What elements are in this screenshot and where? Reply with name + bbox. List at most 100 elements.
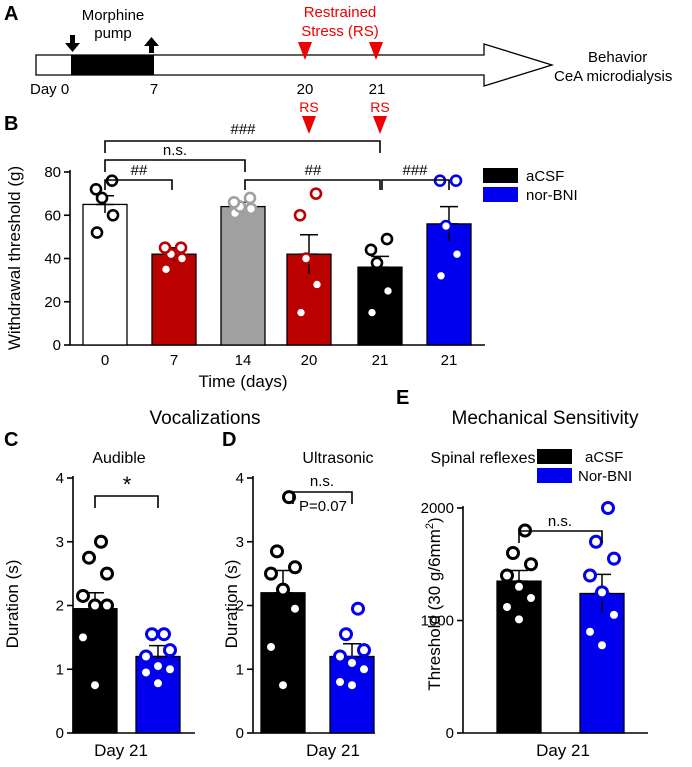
C-data-point — [82, 550, 96, 565]
D-y-tick-label: 2 — [236, 598, 244, 615]
panel-d-x-axis-label: Day 21 — [306, 741, 360, 760]
sig-label-14-21: ## — [305, 162, 322, 179]
panel-d-y-axis-label: Duration (s) — [222, 560, 241, 649]
B-data-point — [439, 219, 453, 233]
B-data-point — [370, 256, 384, 270]
panel-d-chart: D Ultrasonic Duration (s) Day 21 0 1 2 3 4 n.… — [222, 429, 375, 760]
E-data-point — [500, 600, 514, 614]
B-x-tick-label: 7 — [170, 352, 178, 369]
B-y-tick-label: 0 — [53, 337, 61, 354]
panel-e-sig-bracket — [518, 530, 603, 543]
panel-e-legend-acsf-swatch — [537, 449, 572, 464]
panel-b-rs-day20-icon — [302, 116, 316, 134]
panel-d-subtitle: Ultrasonic — [302, 450, 373, 467]
C-data-point — [139, 665, 153, 680]
C-y-tick-label: 0 — [56, 725, 64, 742]
E-data-point — [583, 624, 597, 639]
D-data-point — [357, 662, 371, 677]
panel-e-legend-norbni-swatch — [537, 468, 572, 483]
D-data-point — [276, 678, 290, 693]
D-data-point — [270, 544, 284, 559]
B-x-tick-label: 21 — [372, 352, 389, 369]
B-data-point — [381, 284, 395, 298]
panel-d-sig-label-p: P=0.07 — [299, 498, 347, 515]
sig-bracket-14-21 — [244, 179, 381, 190]
sig-bracket-0-21 — [104, 140, 381, 153]
B-y-tick-label: 80 — [44, 164, 61, 181]
B-data-point — [293, 208, 307, 222]
D-y-tick-label: 3 — [236, 534, 244, 551]
panel-b-chart: B Withdrawal threshold (g) Time (days) R… — [4, 99, 578, 391]
C-y-tick-label: 4 — [56, 470, 64, 487]
panel-e-x-axis-label: Day 21 — [536, 741, 590, 760]
rs-label-line1: Restrained — [304, 4, 377, 21]
C-data-point — [94, 534, 108, 549]
panel-e-subtitle: Spinal reflexes — [431, 450, 536, 467]
B-data-point — [158, 241, 172, 254]
B-bar-5 — [426, 223, 472, 346]
B-data-point — [309, 187, 323, 200]
panel-d-sig-bracket — [292, 491, 353, 504]
C-data-point — [76, 630, 90, 645]
D-y-tick-label: 1 — [236, 661, 244, 678]
C-data-point — [76, 588, 90, 603]
C-y-tick-label: 2 — [56, 598, 64, 615]
B-data-point — [364, 243, 378, 257]
B-x-tick-label: 0 — [101, 352, 109, 369]
B-data-point — [227, 195, 241, 209]
E-data-point — [607, 551, 621, 566]
D-data-point — [333, 649, 347, 664]
B-bar-1 — [151, 253, 197, 346]
rs-label-line2: Stress (RS) — [301, 23, 379, 40]
panel-e-sig-label: n.s. — [548, 513, 572, 530]
panel-c-letter: C — [4, 429, 18, 451]
B-data-point — [159, 263, 173, 276]
sig-label-0-14: n.s. — [163, 142, 187, 159]
C-y-tick-label: 1 — [56, 661, 64, 678]
B-x-tick-label: 20 — [301, 352, 318, 369]
timeline-day21-label: 21 — [369, 81, 386, 98]
E-y-tick-label: 2000 — [421, 500, 454, 517]
B-data-point — [106, 208, 120, 222]
E-data-point — [524, 557, 538, 572]
E-data-point — [601, 501, 615, 515]
timeline-day0-label: Day 0 — [30, 81, 69, 98]
E-data-point — [512, 579, 526, 594]
panel-c-chart: C Vocalizations Audible Duration (s) Day… — [3, 408, 260, 760]
C-data-point — [88, 678, 102, 693]
B-x-tick-label: 21 — [441, 352, 458, 369]
D-data-point — [339, 627, 353, 642]
D-data-point — [288, 601, 302, 616]
B-data-point — [243, 191, 257, 205]
B-data-point — [310, 278, 324, 291]
panel-b-rs-mark-day20: RS — [299, 99, 318, 115]
panel-c-sig-bracket — [94, 495, 159, 508]
rs-day20-marker-icon — [298, 42, 312, 60]
B-data-point — [244, 202, 258, 216]
B-y-tick-label: 60 — [44, 207, 61, 224]
sig-label-21-21: ### — [402, 162, 428, 179]
panel-d-sig-label-ns: n.s. — [310, 473, 334, 490]
panel-b-rs-mark-day21: RS — [370, 99, 389, 115]
E-data-point — [524, 591, 538, 605]
sig-bracket-0-14 — [104, 159, 246, 172]
D-data-point — [351, 601, 365, 616]
B-bar-4 — [357, 266, 403, 346]
mechanical-sensitivity-title: Mechanical Sensitivity — [452, 408, 639, 429]
timeline-day7-label: 7 — [150, 81, 158, 98]
B-bar-0 — [82, 203, 128, 346]
B-data-point — [90, 226, 104, 239]
B-data-point — [294, 306, 308, 319]
E-data-point — [583, 568, 597, 583]
B-data-point — [365, 306, 379, 319]
D-data-point — [276, 582, 290, 597]
B-data-point — [299, 252, 313, 265]
D-data-point — [264, 566, 278, 581]
E-data-point — [500, 568, 514, 583]
timeline-day20-label: 20 — [297, 81, 314, 98]
panel-c-sig-label: * — [123, 472, 132, 497]
C-data-point — [139, 649, 153, 664]
panel-c-y-axis-label: Duration (s) — [3, 560, 22, 649]
panel-b-x-axis-label: Time (days) — [198, 372, 287, 391]
